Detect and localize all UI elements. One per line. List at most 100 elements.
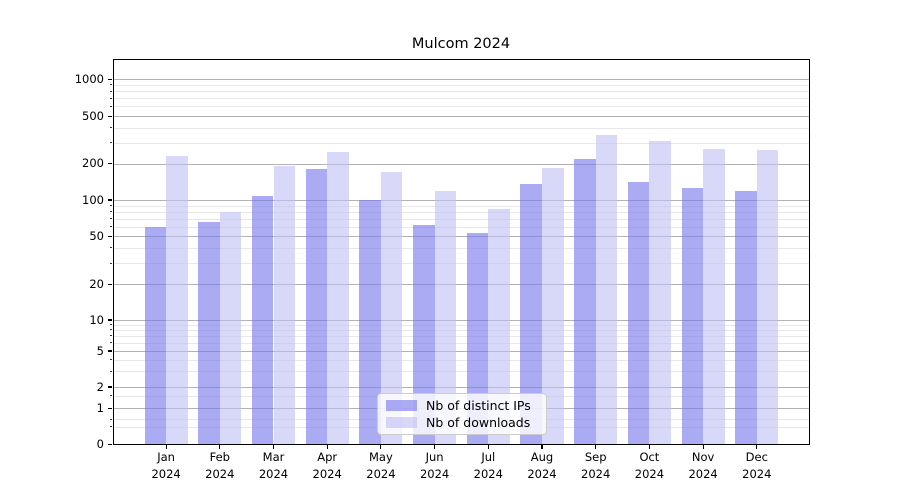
bar-nb-of-downloads-mar-2024	[273, 166, 296, 445]
gridline-minor	[112, 127, 810, 129]
plot-spine-top	[112, 59, 810, 61]
x-tick	[702, 445, 704, 449]
gridline-major	[112, 351, 810, 352]
y-minor-tick	[110, 262, 113, 264]
y-minor-tick	[110, 418, 113, 420]
y-minor-tick	[110, 247, 113, 249]
gridline-major	[112, 236, 810, 238]
gridline-minor	[112, 205, 810, 207]
x-tick-label: Aug 2024	[527, 450, 557, 481]
y-minor-tick	[110, 359, 113, 361]
gridline-minor	[112, 218, 810, 220]
x-tick-label: Nov 2024	[688, 450, 718, 481]
bar-nb-of-downloads-sep-2024	[595, 134, 618, 445]
legend-label-downloads: Nb of downloads	[426, 414, 531, 430]
y-tick-label: 2	[96, 379, 104, 394]
x-tick	[165, 445, 167, 449]
bar-nb-of-distinct-ips-mar-2024	[251, 195, 274, 445]
bar-nb-of-distinct-ips-aug-2024	[520, 183, 542, 445]
x-tick	[219, 445, 221, 449]
gridline-minor	[112, 359, 810, 361]
y-minor-tick	[110, 426, 113, 428]
gridline-minor	[112, 324, 810, 326]
x-tick-label: Dec 2024	[742, 450, 772, 481]
gridline-minor	[112, 226, 810, 228]
y-tick-label: 200	[82, 156, 104, 171]
x-tick	[326, 445, 328, 449]
y-tick	[108, 283, 113, 285]
y-minor-tick	[110, 335, 113, 337]
y-minor-tick	[110, 329, 113, 331]
legend: Nb of distinct IPs Nb of downloads	[377, 393, 547, 435]
y-tick	[108, 386, 113, 388]
y-tick-label: 50	[89, 228, 104, 243]
plot-spine-bottom	[112, 443, 810, 445]
gridline-minor	[112, 142, 810, 144]
y-minor-tick	[110, 97, 113, 99]
x-tick-label: Jan 2024	[151, 450, 181, 481]
legend-label-distinct-ips: Nb of distinct IPs	[426, 397, 531, 413]
y-minor-tick	[110, 127, 113, 129]
y-tick-label: 500	[82, 108, 104, 123]
legend-swatch-downloads	[386, 417, 417, 428]
y-minor-tick	[110, 226, 113, 228]
y-minor-tick	[110, 205, 113, 207]
gridline-minor	[112, 91, 810, 93]
gridline-major	[112, 387, 810, 388]
gridline-minor	[112, 211, 810, 213]
bar-nb-of-distinct-ips-feb-2024	[198, 221, 220, 445]
bar-nb-of-downloads-jun-2024	[434, 190, 457, 445]
y-minor-tick	[110, 211, 113, 213]
x-tick	[756, 445, 758, 449]
legend-item-distinct-ips: Nb of distinct IPs	[386, 397, 546, 413]
y-minor-tick	[110, 342, 113, 344]
bar-nb-of-downloads-aug-2024	[542, 167, 564, 445]
x-tick	[487, 445, 489, 449]
y-tick-label: 10	[89, 312, 104, 327]
bar-nb-of-distinct-ips-oct-2024	[627, 181, 650, 445]
x-tick-label: Apr 2024	[312, 450, 342, 481]
bar-nb-of-distinct-ips-apr-2024	[305, 169, 328, 445]
y-minor-tick	[110, 218, 113, 220]
gridline-major	[112, 320, 810, 321]
x-tick-label: Oct 2024	[634, 450, 665, 481]
x-tick-label: Jun 2024	[419, 450, 450, 481]
bar-nb-of-distinct-ips-sep-2024	[574, 159, 596, 445]
x-tick	[380, 445, 382, 449]
chart-title: Mulcom 2024	[411, 36, 511, 52]
gridline-minor	[112, 329, 810, 331]
bar-nb-of-distinct-ips-jul-2024	[466, 233, 489, 445]
y-minor-tick	[110, 84, 113, 86]
bar-nb-of-distinct-ips-nov-2024	[681, 188, 704, 445]
bar-nb-of-downloads-oct-2024	[649, 140, 671, 445]
y-minor-tick	[110, 142, 113, 144]
y-tick-label: 100	[82, 192, 104, 207]
legend-item-downloads: Nb of downloads	[386, 414, 546, 430]
x-tick	[648, 445, 650, 449]
gridline-minor	[112, 106, 810, 108]
x-tick	[434, 445, 436, 449]
y-tick	[108, 163, 113, 165]
y-minor-tick	[110, 90, 113, 92]
bar-nb-of-downloads-apr-2024	[327, 152, 349, 445]
x-tick-label: Sep 2024	[581, 450, 611, 481]
bar-nb-of-distinct-ips-jun-2024	[413, 225, 435, 445]
y-tick	[108, 115, 113, 117]
bar-nb-of-downloads-nov-2024	[703, 148, 725, 445]
y-tick	[108, 319, 113, 321]
y-tick	[108, 199, 113, 201]
bar-nb-of-distinct-ips-may-2024	[359, 200, 381, 445]
y-tick	[108, 235, 113, 237]
y-tick-label: 1000	[74, 71, 104, 86]
gridline-minor	[112, 84, 810, 86]
y-tick	[108, 407, 113, 409]
y-minor-tick	[110, 324, 113, 326]
x-tick	[541, 445, 543, 449]
x-tick-label: Jul 2024	[473, 450, 503, 481]
y-minor-tick	[110, 105, 113, 107]
y-tick	[108, 350, 113, 352]
bar-nb-of-downloads-may-2024	[380, 171, 403, 445]
y-tick-label: 20	[89, 276, 104, 291]
legend-swatch-distinct-ips	[386, 400, 417, 411]
